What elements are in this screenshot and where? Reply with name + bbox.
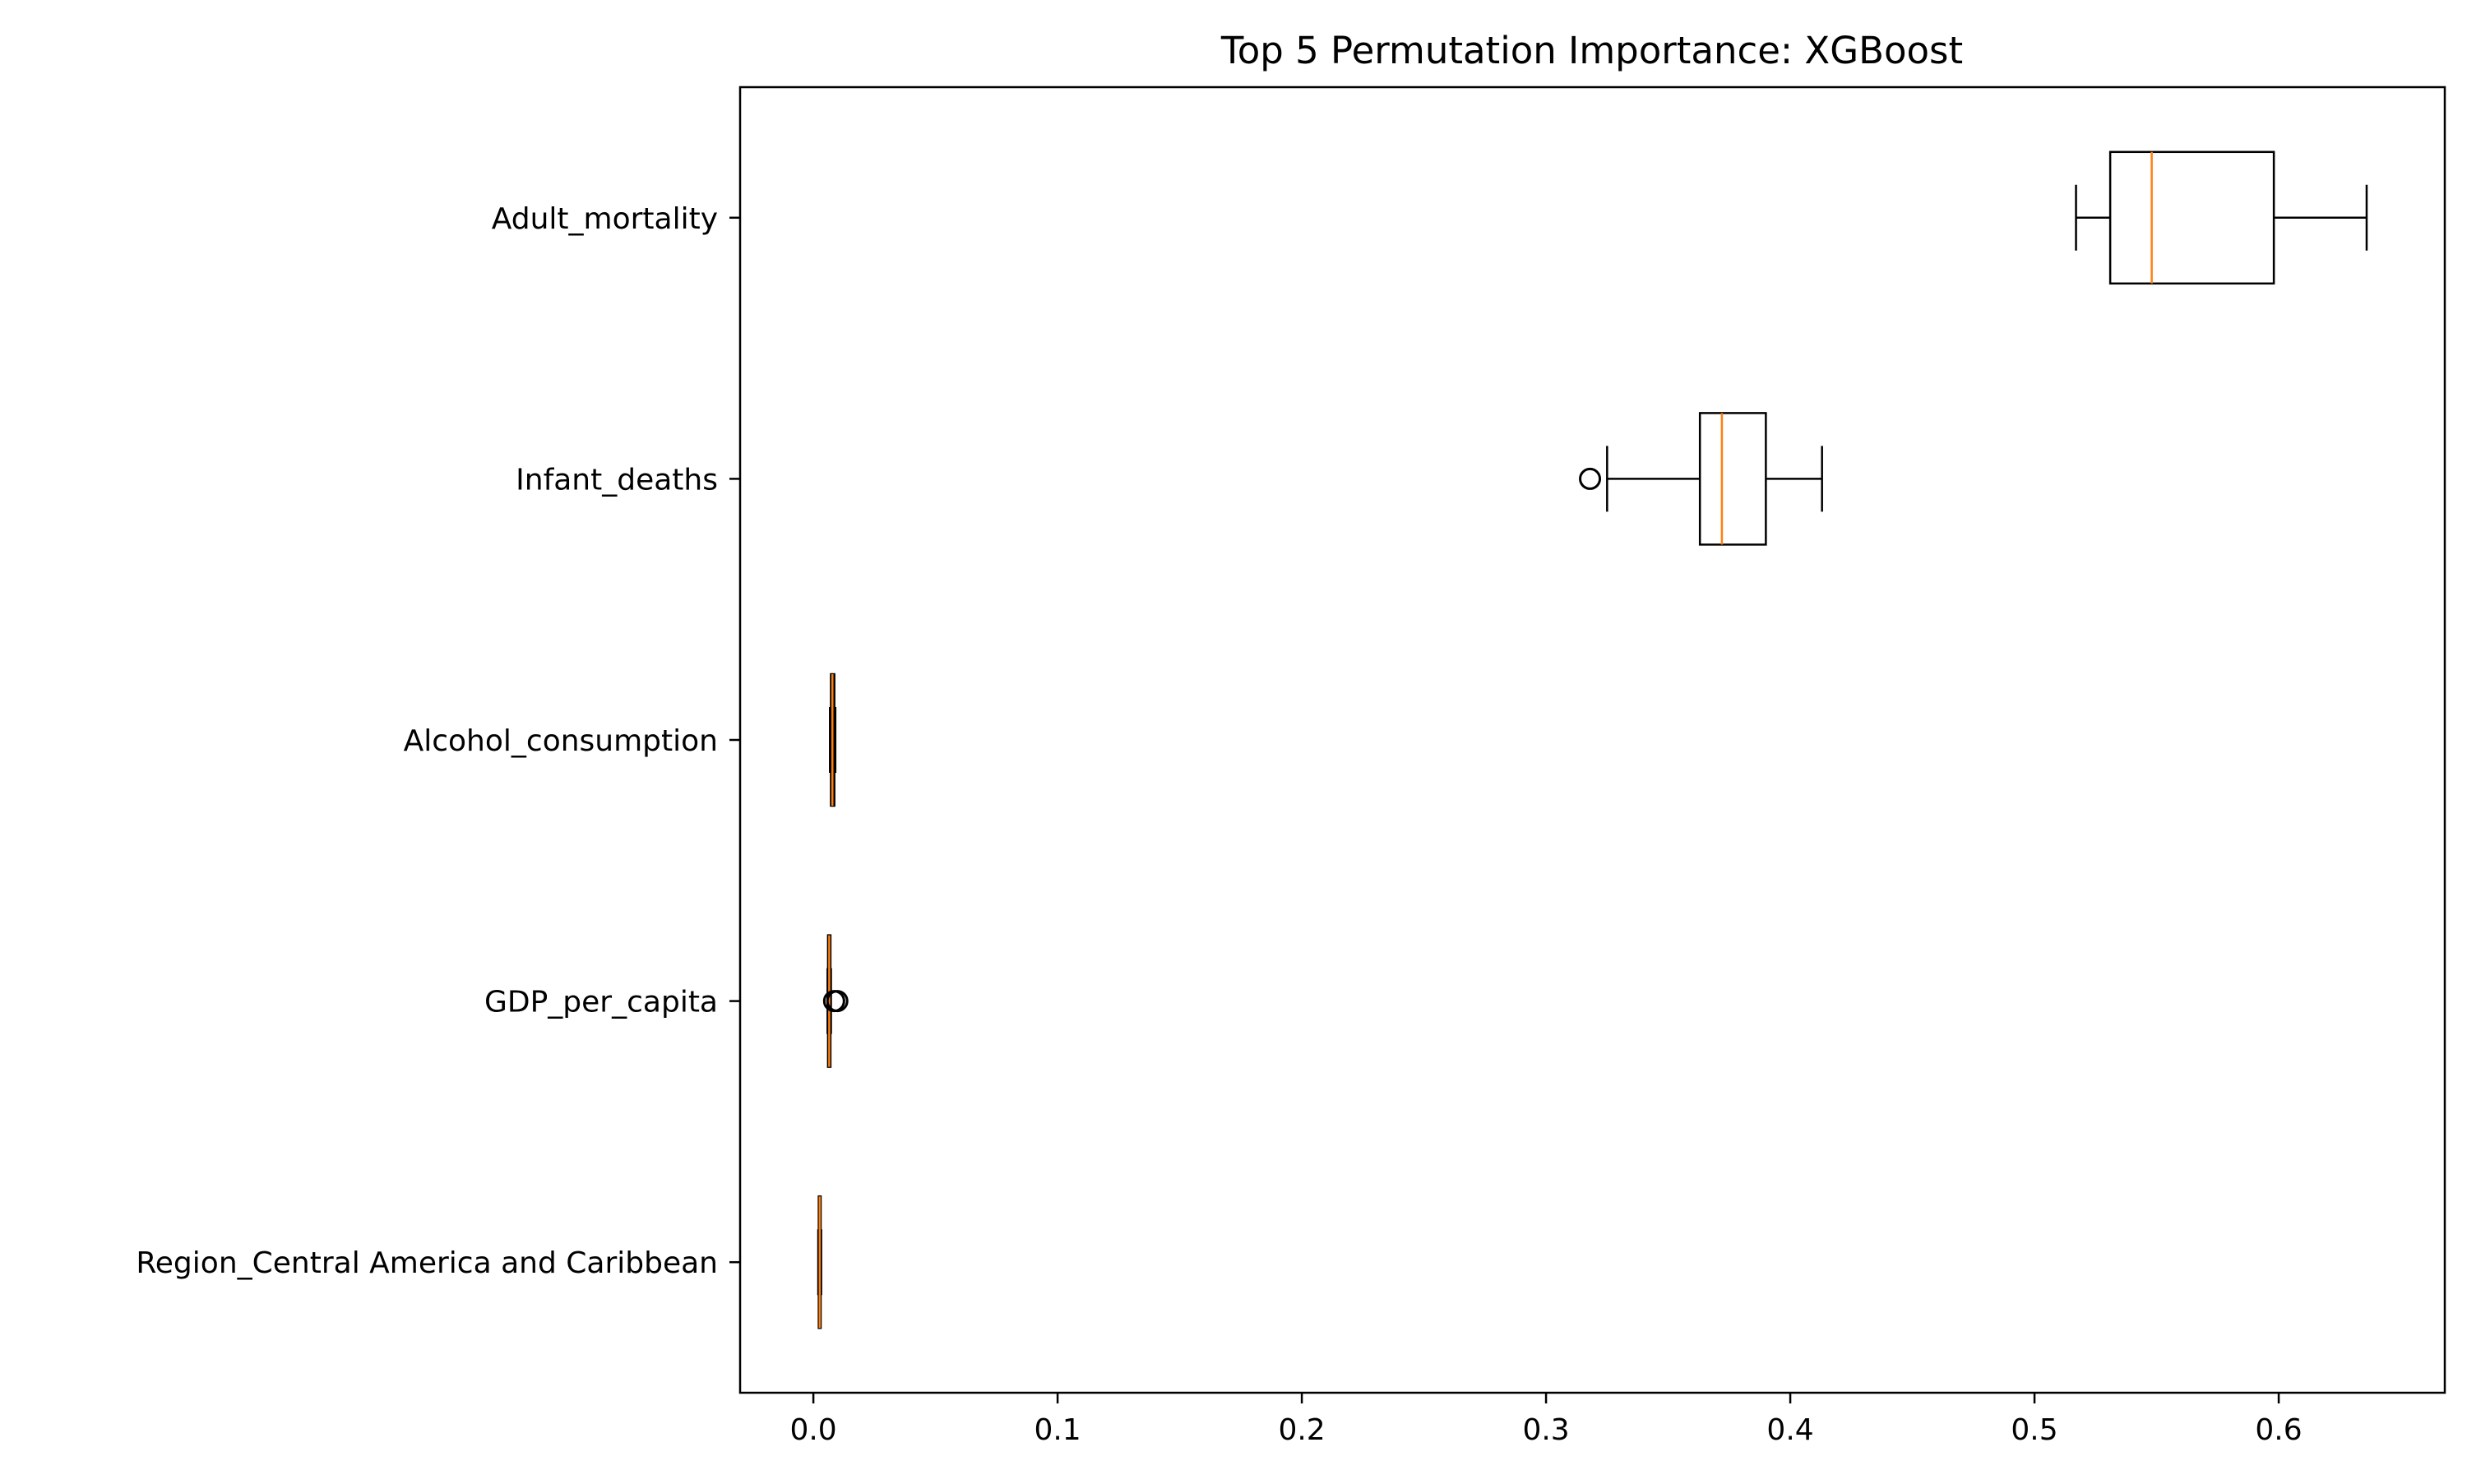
outlier-point xyxy=(826,990,849,1013)
box-iqr xyxy=(2108,150,2275,285)
box-iqr xyxy=(1698,412,1767,546)
y-tick-label: GDP_per_capita xyxy=(484,986,718,1019)
x-tick-label: 0.6 xyxy=(2255,1413,2302,1447)
box-gdp-per-capita xyxy=(822,934,849,1068)
y-tick-label: Adult_mortality xyxy=(492,202,718,236)
x-tick-label: 0.3 xyxy=(1522,1413,1569,1447)
x-tick-label: 0.0 xyxy=(789,1413,836,1447)
box-adult-mortality xyxy=(2075,150,2368,285)
x-tick-label: 0.4 xyxy=(1766,1413,1813,1447)
x-tick-label: 0.2 xyxy=(1278,1413,1325,1447)
chart-title: Top 5 Permutation Importance: XGBoost xyxy=(1220,29,1963,72)
y-tick-label: Infant_deaths xyxy=(516,463,718,497)
plot-area-frame xyxy=(738,86,2446,1394)
outlier-point xyxy=(1579,467,1602,490)
y-tick-label: Alcohol_consumption xyxy=(404,724,718,758)
box-region-central-america-and-caribbean xyxy=(817,1195,822,1329)
axis-ticks: 0.0 0.1 0.2 0.3 0.4 0.5 0.6 Adult_mortality Infa… xyxy=(136,202,2302,1447)
x-tick-label: 0.5 xyxy=(2011,1413,2057,1447)
x-tick-label: 0.1 xyxy=(1034,1413,1081,1447)
box-alcohol-consumption xyxy=(829,673,837,807)
box-infant-deaths xyxy=(1579,412,1823,546)
y-tick-label: Region_Central America and Caribbean xyxy=(136,1246,718,1280)
box-series xyxy=(817,150,2368,1329)
